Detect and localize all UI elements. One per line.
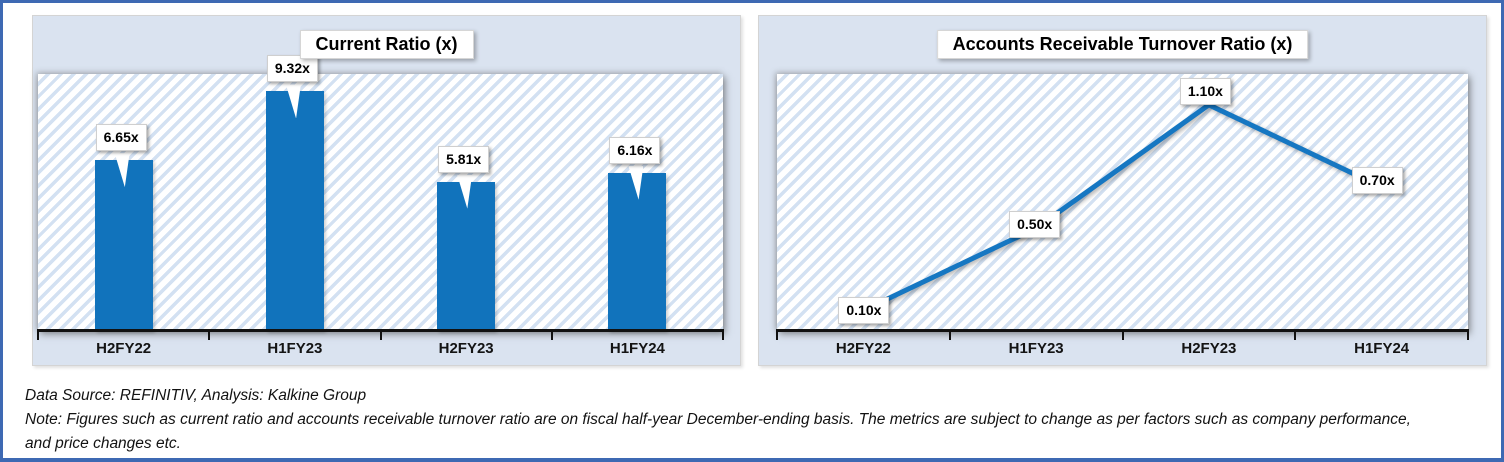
x-axis-tick [1121, 331, 1124, 340]
note-line-2: and price changes etc. [25, 435, 181, 452]
footer-notes: Data Source: REFINITIV, Analysis: Kalkin… [25, 384, 1483, 456]
x-axis-label-h2fy22: H2FY22 [96, 340, 152, 357]
x-axis-line [776, 329, 1469, 332]
line-chart-x-axis-labels: H2FY22 H1FY23 H2FY23 H1FY24 [777, 340, 1468, 362]
x-axis-line [37, 329, 724, 332]
data-label-h1fy24: 0.70x [1351, 167, 1403, 195]
chart-title-text: Accounts Receivable Turnover Ratio (x) [952, 34, 1293, 54]
data-label-h2fy22: 0.10x [838, 297, 890, 325]
x-axis-label-h1fy23: H1FY23 [267, 340, 323, 357]
data-label-h1fy23: 0.50x [1009, 211, 1061, 239]
chart-panel-current-ratio: Current Ratio (x) 6.65x 9.32x 5.81x 6.16x H… [32, 15, 741, 366]
charts-row: Current Ratio (x) 6.65x 9.32x 5.81x 6.16x H… [32, 15, 1487, 366]
note-line-1: Note: Figures such as current ratio and … [25, 411, 1411, 428]
line-chart-plot-area: 0.10x 0.50x 1.10x 0.70x [776, 74, 1469, 340]
x-axis-tick [208, 331, 211, 340]
bar-h1fy23 [265, 91, 324, 331]
x-axis-label-h1fy24: H1FY24 [609, 340, 665, 357]
x-axis-label-h1fy24: H1FY24 [1354, 340, 1410, 357]
bar-chart-plot-area: 6.65x 9.32x 5.81x 6.16x [37, 55, 724, 340]
chart-title-text: Current Ratio (x) [315, 34, 458, 54]
x-axis-tick [1467, 331, 1469, 340]
x-axis-label-h2fy23: H2FY23 [438, 340, 494, 357]
x-axis-tick [1294, 331, 1297, 340]
data-label-h2fy23: 1.10x [1179, 77, 1231, 105]
x-axis-tick [776, 331, 778, 340]
data-source-line: Data Source: REFINITIV, Analysis: Kalkin… [25, 387, 367, 404]
data-label-h1fy24: 6.16x [609, 136, 661, 164]
data-label-h2fy23: 5.81x [438, 145, 490, 173]
x-axis-tick [722, 331, 724, 340]
data-label-h2fy22: 6.65x [95, 124, 147, 152]
line-series [860, 102, 1385, 313]
chart-title-current-ratio: Current Ratio (x) [299, 30, 474, 59]
x-axis-label-h2fy23: H2FY23 [1181, 340, 1237, 357]
x-axis-tick [550, 331, 553, 340]
data-label-h1fy23: 9.32x [266, 55, 318, 83]
chart-panel-ar-turnover: Accounts Receivable Turnover Ratio (x) 0… [758, 15, 1487, 366]
x-axis-tick [379, 331, 382, 340]
bar-h2fy23 [437, 181, 496, 331]
chart-title-ar-turnover: Accounts Receivable Turnover Ratio (x) [936, 30, 1309, 59]
x-axis-label-h2fy22: H2FY22 [835, 340, 891, 357]
x-axis-tick [37, 331, 39, 340]
bar-h1fy24 [608, 172, 667, 331]
x-axis-tick [948, 331, 951, 340]
bar-h2fy22 [94, 160, 153, 331]
x-axis-label-h1fy23: H1FY23 [1008, 340, 1064, 357]
bar-chart-x-axis-labels: H2FY22 H1FY23 H2FY23 H1FY24 [38, 340, 723, 362]
